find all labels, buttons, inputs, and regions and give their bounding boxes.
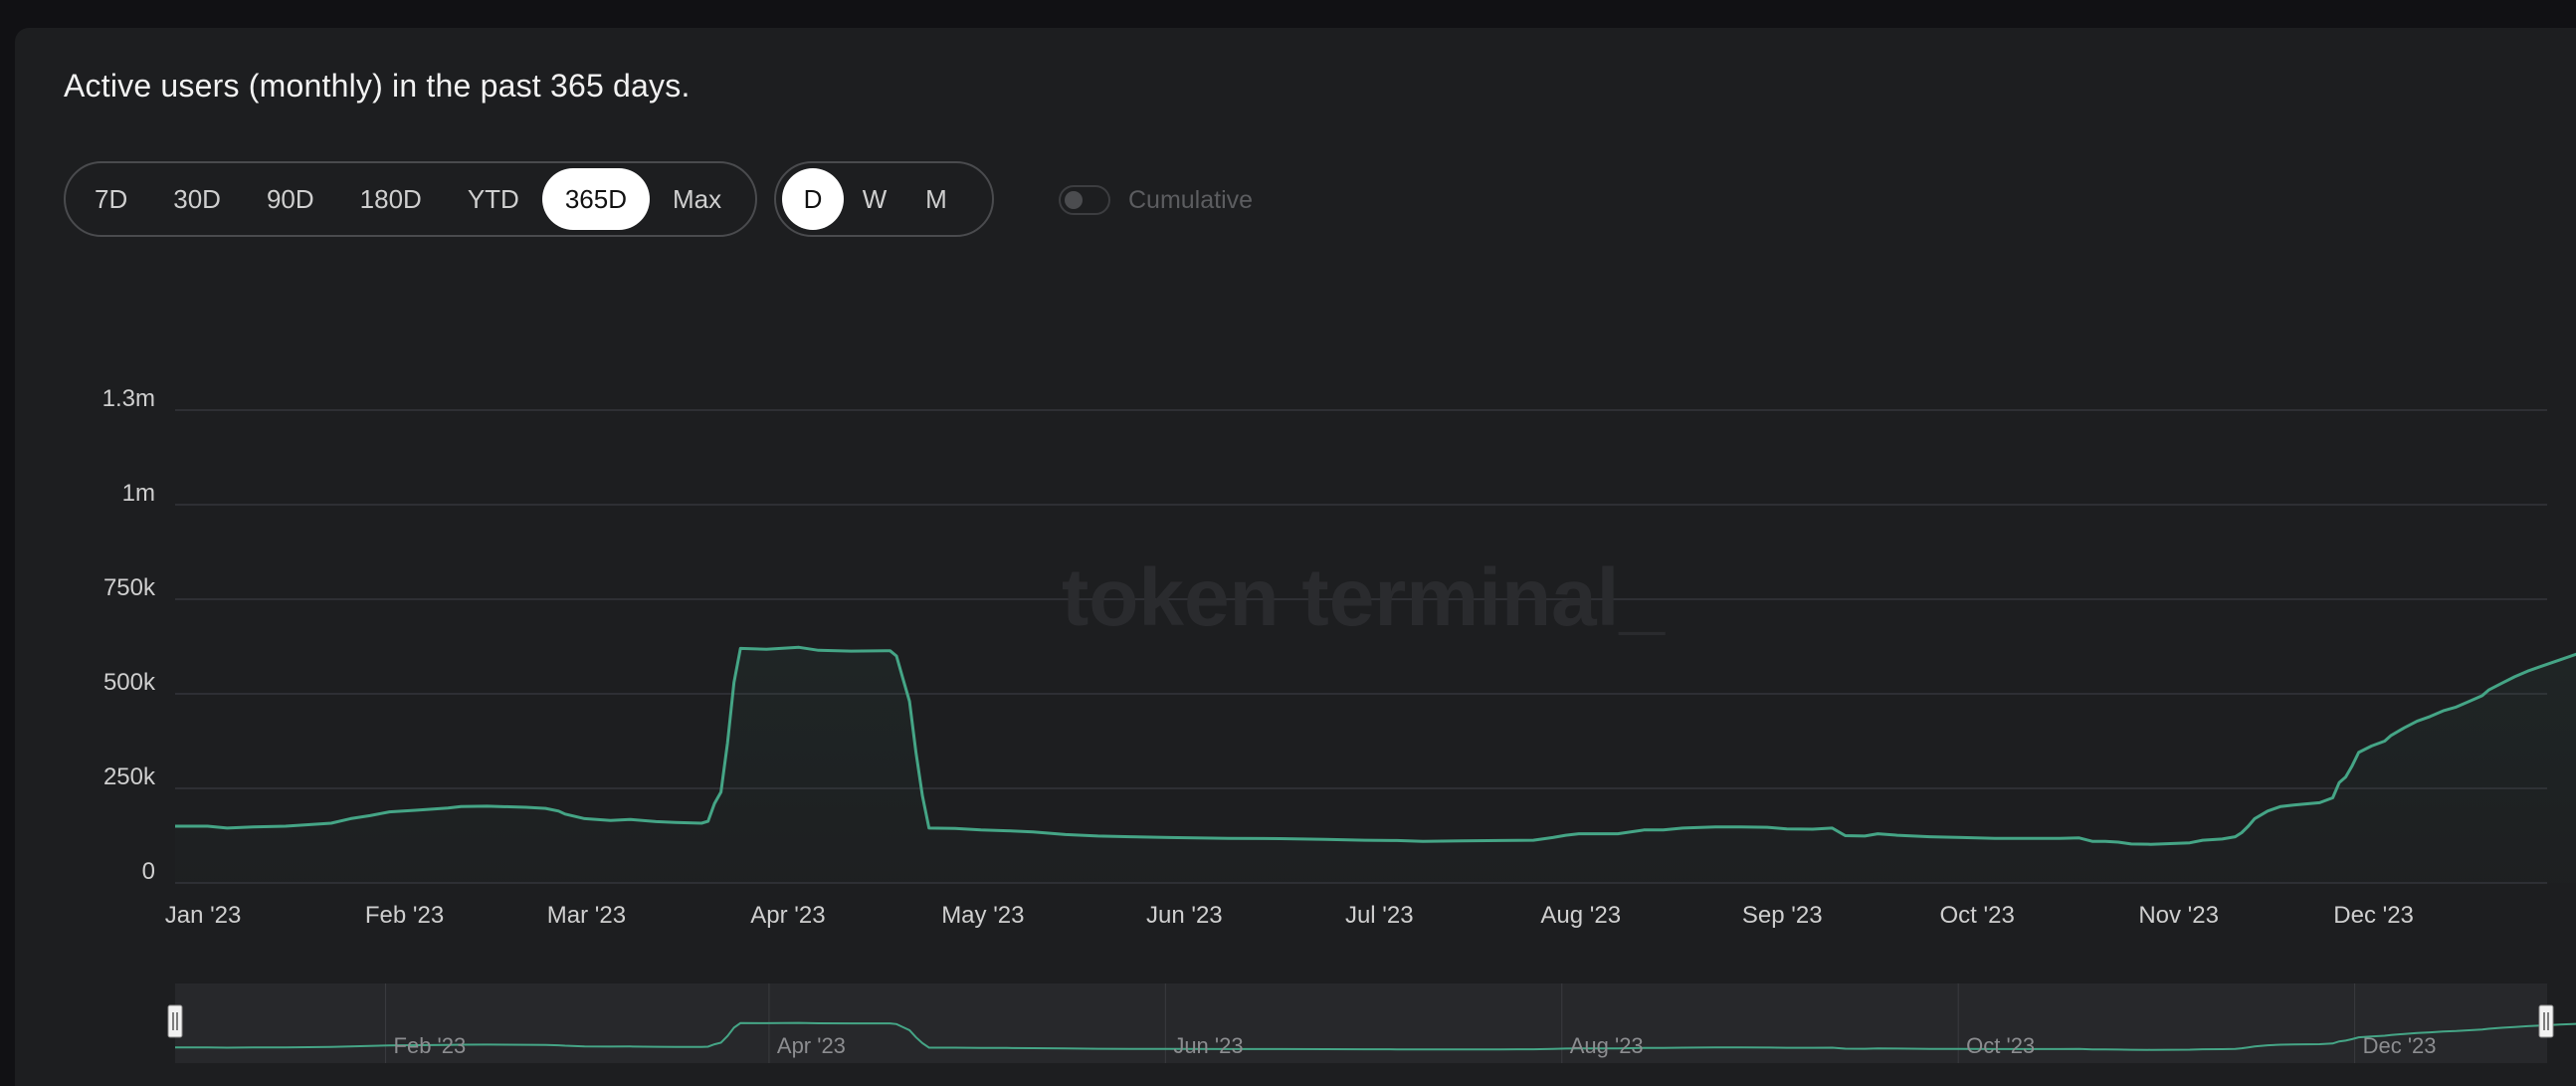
range-option-7d[interactable]: 7D	[95, 183, 128, 214]
navigator-tick-label: Oct '23	[1966, 1033, 2035, 1058]
y-axis: 0 250k 500k 750k 1m 1.3m	[102, 385, 156, 885]
range-navigator[interactable]: Feb '23 Apr '23 Jun '23 Aug '23 Oct '23 Dec '…	[167, 983, 2576, 1063]
granularity-selector: D W M	[774, 161, 994, 237]
x-tick-label: Feb '23	[365, 902, 444, 929]
chart-gridlines	[175, 409, 2547, 884]
navigator-tick-label: Dec '23	[2363, 1033, 2437, 1058]
chart-panel	[15, 28, 2576, 1086]
navigator-series-line	[175, 1021, 2576, 1051]
x-tick-label: Jul '23	[1345, 902, 1414, 929]
y-tick-label: 750k	[103, 574, 156, 601]
range-option-365d[interactable]: 365D	[541, 168, 650, 230]
navigator-tick-label: Feb '23	[394, 1033, 467, 1058]
cumulative-label: Cumulative	[1128, 185, 1254, 214]
y-tick-label: 1.3m	[102, 385, 155, 412]
cumulative-switch[interactable]	[1059, 185, 1110, 215]
x-tick-label: Aug '23	[1540, 902, 1621, 929]
x-tick-label: Mar '23	[547, 902, 626, 929]
x-tick-label: Jun '23	[1146, 902, 1223, 929]
chart-title: Active users (monthly) in the past 365 d…	[64, 68, 691, 104]
navigator-tick-label: Apr '23	[777, 1033, 846, 1058]
range-option-max[interactable]: Max	[672, 183, 722, 214]
navigator-background	[175, 983, 2547, 1063]
x-tick-label: Sep '23	[1742, 902, 1823, 929]
switch-knob	[1065, 191, 1083, 209]
granularity-option-weekly[interactable]: W	[862, 183, 888, 214]
series-line	[175, 645, 2576, 846]
granularity-option-daily[interactable]: D	[782, 168, 844, 230]
range-option-90d[interactable]: 90D	[266, 183, 314, 214]
x-tick-label: Apr '23	[750, 902, 825, 929]
x-axis: Jan '23 Feb '23 Mar '23 Apr '23 May '23 Jun '…	[165, 902, 2414, 929]
x-tick-label: Nov '23	[2138, 902, 2219, 929]
x-tick-label: Oct '23	[1940, 902, 2015, 929]
cumulative-toggle[interactable]: Cumulative	[1059, 185, 1253, 215]
x-tick-label: Dec '23	[2333, 902, 2414, 929]
x-tick-label: May '23	[941, 902, 1024, 929]
series-area	[175, 647, 2576, 883]
time-range-selector: 7D 30D 90D 180D YTD 365D Max	[64, 161, 757, 237]
range-option-30d[interactable]: 30D	[173, 183, 221, 214]
granularity-option-monthly[interactable]: M	[925, 183, 947, 214]
y-tick-label: 250k	[103, 763, 156, 790]
navigator-left-handle[interactable]	[167, 1004, 183, 1038]
y-tick-label: 0	[142, 858, 155, 885]
navigator-right-handle[interactable]	[2538, 1004, 2554, 1038]
navigator-tick-label: Aug '23	[1570, 1033, 1644, 1058]
navigator-tick-label: Jun '23	[1173, 1033, 1243, 1058]
y-tick-label: 500k	[103, 669, 156, 696]
navigator-axis: Feb '23 Apr '23 Jun '23 Aug '23 Oct '23 Dec '…	[394, 1033, 2437, 1058]
range-option-180d[interactable]: 180D	[359, 183, 422, 214]
x-tick-label: Jan '23	[165, 902, 242, 929]
range-option-ytd[interactable]: YTD	[467, 183, 519, 214]
y-tick-label: 1m	[122, 480, 155, 507]
watermark: token terminal_	[1062, 552, 1666, 643]
